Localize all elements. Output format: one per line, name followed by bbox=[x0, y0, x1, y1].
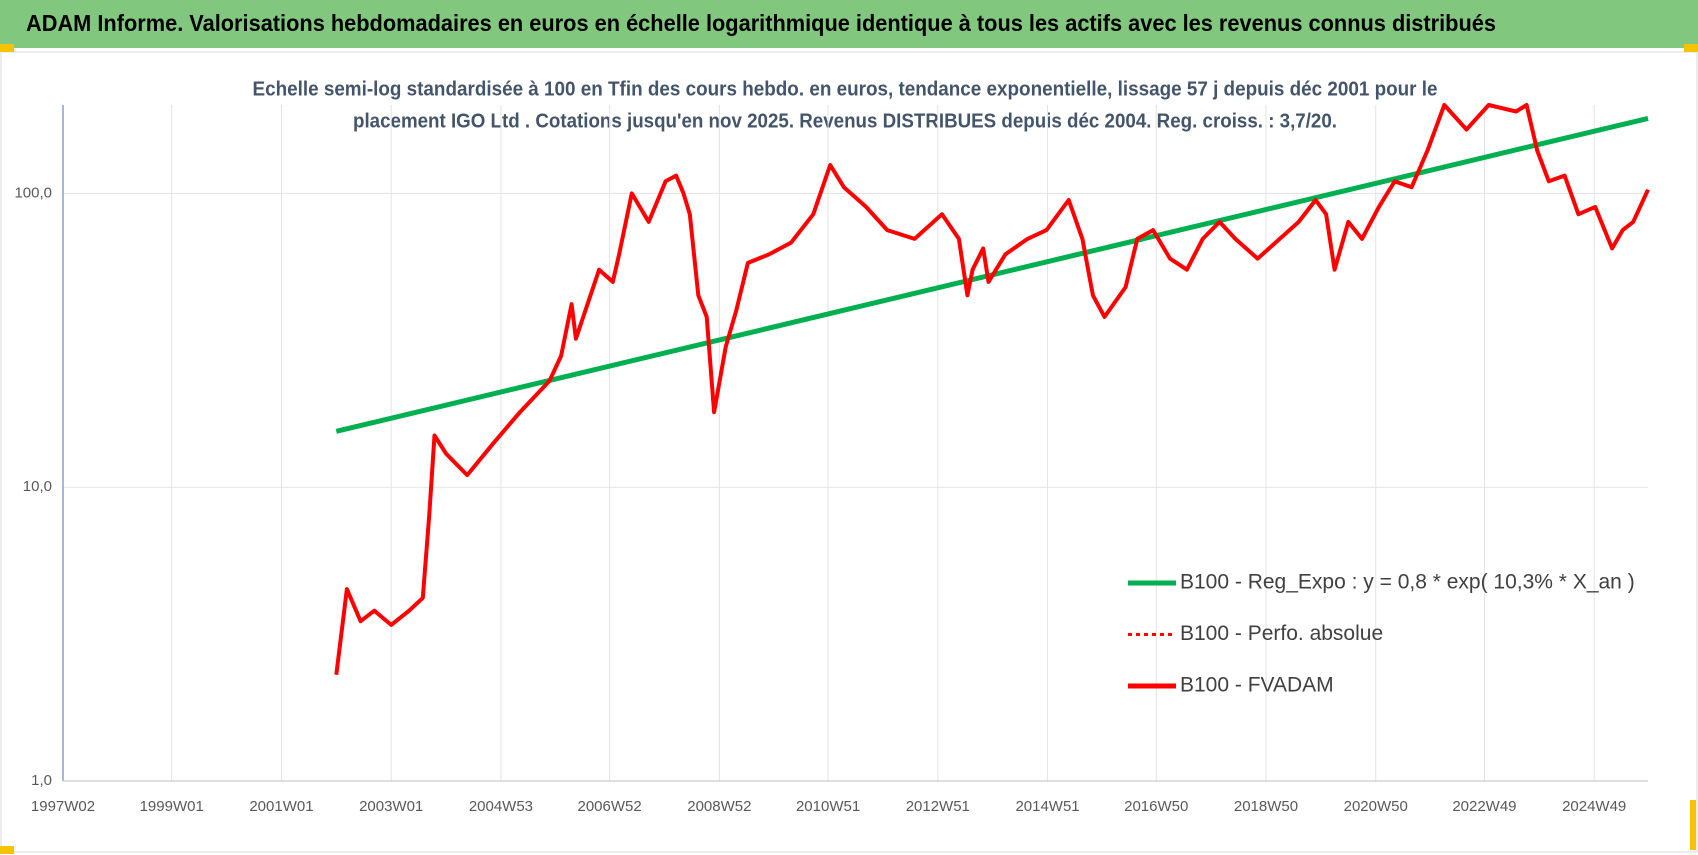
x-tick-label: 2022W49 bbox=[1452, 798, 1516, 815]
x-tick-label: 2003W01 bbox=[359, 798, 423, 815]
frame bbox=[0, 51, 1698, 853]
x-tick-label: 2016W50 bbox=[1124, 798, 1188, 815]
y-tick-label: 10,0 bbox=[23, 478, 52, 495]
chart-title: ADAM Informe. Valorisations hebdomadaire… bbox=[26, 10, 1496, 36]
y-tick-label: 1,0 bbox=[31, 772, 52, 789]
title-banner bbox=[0, 0, 1698, 48]
legend-label: B100 - Perfo. absolue bbox=[1180, 622, 1383, 645]
corner-mark bbox=[0, 846, 14, 854]
y-tick-label: 100,0 bbox=[14, 184, 52, 201]
x-tick-label: 2024W49 bbox=[1562, 798, 1626, 815]
data-line bbox=[334, 103, 1650, 675]
x-tick-label: 2018W50 bbox=[1234, 798, 1298, 815]
x-tick-label: 2006W52 bbox=[578, 798, 642, 815]
x-tick-label: 2020W50 bbox=[1344, 798, 1408, 815]
corner-mark bbox=[1684, 44, 1698, 52]
x-tick-label: 2001W01 bbox=[249, 798, 313, 815]
corner-mark bbox=[0, 44, 14, 52]
x-tick-label: 2004W53 bbox=[469, 798, 533, 815]
x-tick-label: 2008W52 bbox=[687, 798, 751, 815]
x-tick-label: 1999W01 bbox=[140, 798, 204, 815]
x-tick-label: 2014W51 bbox=[1015, 798, 1079, 815]
x-tick-label: 2010W51 bbox=[796, 798, 860, 815]
legend-label: B100 - Reg_Expo : y = 0,8 * exp( 10,3% *… bbox=[1180, 571, 1635, 594]
legend-label: B100 - FVADAM bbox=[1180, 674, 1334, 697]
x-tick-label: 1997W02 bbox=[31, 798, 95, 815]
x-tick-label: 2012W51 bbox=[906, 798, 970, 815]
corner-mark bbox=[1690, 800, 1696, 850]
chart-subtitle: placement IGO Ltd . Cotations jusqu'en n… bbox=[353, 110, 1337, 132]
chart-subtitle: Echelle semi-log standardisée à 100 en T… bbox=[253, 78, 1438, 100]
